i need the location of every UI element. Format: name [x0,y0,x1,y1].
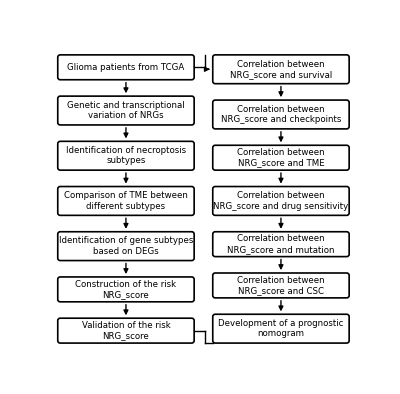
Text: Identification of necroptosis
subtypes: Identification of necroptosis subtypes [66,146,186,165]
FancyBboxPatch shape [58,96,194,125]
FancyBboxPatch shape [213,273,349,298]
FancyBboxPatch shape [58,186,194,216]
Text: Identification of gene subtypes
based on DEGs: Identification of gene subtypes based on… [59,236,193,256]
FancyBboxPatch shape [213,145,349,170]
Text: Genetic and transcriptional
variation of NRGs: Genetic and transcriptional variation of… [67,101,185,120]
Text: Correlation between
NRG_score and drug sensitivity: Correlation between NRG_score and drug s… [213,191,348,211]
FancyBboxPatch shape [58,55,194,80]
FancyBboxPatch shape [213,100,349,129]
FancyBboxPatch shape [58,277,194,302]
Text: Correlation between
NRG_score and TME: Correlation between NRG_score and TME [237,148,325,167]
FancyBboxPatch shape [213,55,349,84]
Text: Validation of the risk
NRG_score: Validation of the risk NRG_score [82,321,170,340]
FancyBboxPatch shape [58,318,194,343]
FancyBboxPatch shape [58,141,194,170]
Text: Comparison of TME between
different subtypes: Comparison of TME between different subt… [64,191,188,211]
FancyBboxPatch shape [58,232,194,260]
Text: Correlation between
NRG_score and checkpoints: Correlation between NRG_score and checkp… [221,105,341,124]
FancyBboxPatch shape [213,186,349,216]
Text: Construction of the risk
NRG_score: Construction of the risk NRG_score [75,280,176,299]
Text: Correlation between
NRG_score and mutation: Correlation between NRG_score and mutati… [227,234,335,254]
Text: Glioma patients from TCGA: Glioma patients from TCGA [67,63,184,72]
FancyBboxPatch shape [213,232,349,256]
Text: Correlation between
NRG_score and survival: Correlation between NRG_score and surviv… [230,59,332,79]
Text: Development of a prognostic
nomogram: Development of a prognostic nomogram [218,319,344,338]
Text: Correlation between
NRG_score and CSC: Correlation between NRG_score and CSC [237,276,325,295]
FancyBboxPatch shape [213,314,349,343]
